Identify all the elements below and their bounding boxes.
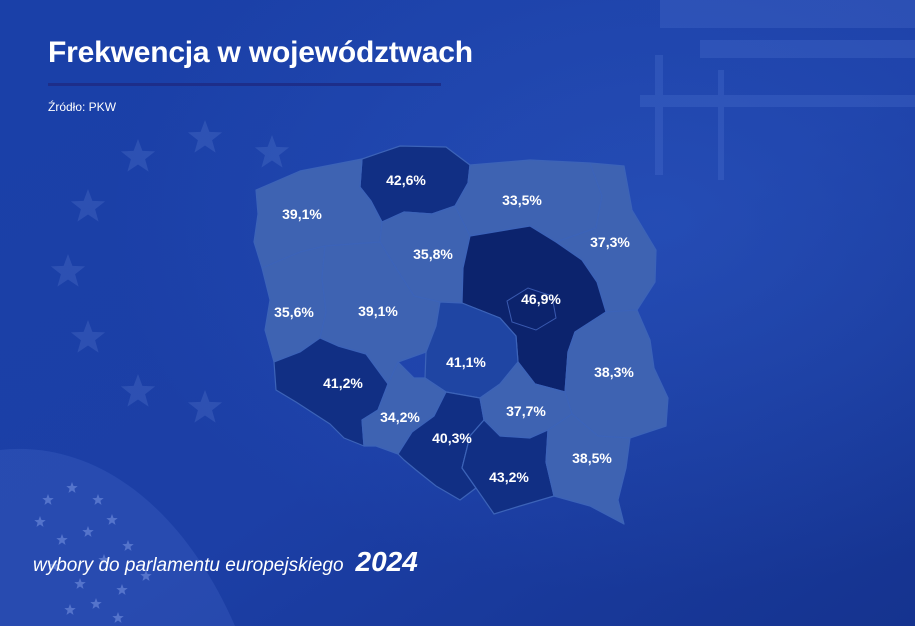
- label-opolskie: 34,2%: [380, 409, 420, 425]
- small-star-icon: [112, 612, 124, 623]
- title-underline: [48, 83, 441, 86]
- footer-year: 2024: [355, 546, 418, 577]
- warsaw-outline: [506, 287, 557, 331]
- label-wielkopolskie: 39,1%: [358, 303, 398, 319]
- star-icon: [254, 135, 290, 168]
- small-star-icon: [98, 554, 110, 565]
- decorative-bands: [640, 0, 915, 180]
- star-icon: [120, 139, 156, 172]
- small-star-icon: [90, 598, 102, 609]
- label-podkarpackie: 38,5%: [572, 450, 612, 466]
- label-mazowieckie: 46,9%: [521, 291, 561, 307]
- decorative-curve: [0, 448, 235, 626]
- small-star-icon: [92, 494, 104, 505]
- eu-stars-decoration: [50, 120, 290, 423]
- label-slaskie: 40,3%: [432, 430, 472, 446]
- label-zachodniopomorskie: 39,1%: [282, 206, 322, 222]
- small-star-icon: [116, 584, 128, 595]
- source-label: Źródło: PKW: [48, 100, 117, 114]
- star-icon: [70, 189, 106, 222]
- footer-caption: wybory do parlamentu europejskiego: [33, 555, 344, 576]
- small-star-icon: [140, 570, 152, 581]
- star-icon: [120, 374, 156, 407]
- region-malopolskie: [461, 419, 555, 515]
- star-icon: [187, 390, 223, 423]
- label-warminsko-mazurskie: 33,5%: [502, 192, 542, 208]
- label-swietokrzyskie: 37,7%: [506, 403, 546, 419]
- small-star-icon: [34, 516, 46, 527]
- small-star-icon: [106, 514, 118, 525]
- star-icon: [70, 320, 106, 353]
- page-title: Frekwencja w województwach: [48, 36, 473, 69]
- label-lubuskie: 35,6%: [274, 304, 314, 320]
- label-malopolskie: 43,2%: [489, 469, 529, 485]
- small-stars-decoration: [34, 482, 152, 623]
- star-icon: [50, 254, 86, 287]
- small-star-icon: [66, 482, 78, 493]
- label-lubelskie: 38,3%: [594, 364, 634, 380]
- small-star-icon: [122, 540, 134, 551]
- label-kujawsko-pomorskie: 35,8%: [413, 246, 453, 262]
- small-star-icon: [64, 604, 76, 615]
- star-icon: [187, 120, 223, 153]
- label-lodzkie: 41,1%: [446, 354, 486, 370]
- small-star-icon: [56, 534, 68, 545]
- small-star-icon: [48, 560, 60, 571]
- small-star-icon: [42, 494, 54, 505]
- footer: wybory do parlamentu europejskiego 2024: [33, 546, 418, 578]
- small-star-icon: [74, 578, 86, 589]
- label-podlaskie: 37,3%: [590, 234, 630, 250]
- small-star-icon: [82, 526, 94, 537]
- region-podkarpackie: [545, 413, 631, 525]
- label-pomorskie: 42,6%: [386, 172, 426, 188]
- label-dolnoslaskie: 41,2%: [323, 375, 363, 391]
